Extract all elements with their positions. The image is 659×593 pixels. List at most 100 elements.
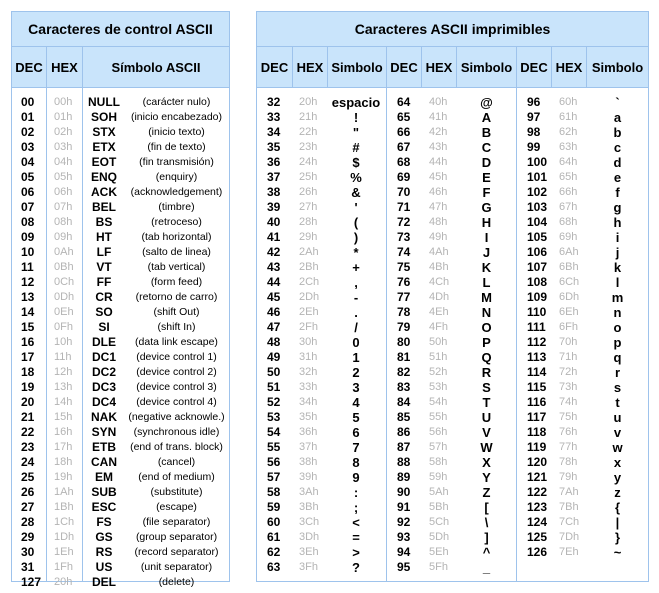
dec-cell: 65	[397, 110, 411, 124]
symbol-cell: US	[95, 560, 113, 574]
symbol-cell: (	[353, 215, 359, 230]
table-row: 30 1Eh RS (record separator)	[12, 545, 229, 560]
table-row: 86 56h V	[387, 425, 516, 440]
table-row: 37 25h%	[257, 170, 386, 185]
table-row: 74 4Ah J	[387, 245, 516, 260]
hex-cell: 38h	[299, 456, 318, 468]
dec-cell: 76	[397, 275, 411, 289]
dec-cell: 72	[397, 215, 411, 229]
symbol-cell: E	[482, 170, 491, 185]
hex-cell: 77h	[559, 441, 578, 453]
hex-cell: 3Bh	[299, 501, 319, 513]
hex-cell: 34h	[299, 396, 318, 408]
table-row: 14 0Eh SO (shift Out)	[12, 305, 229, 320]
hex-cell: 63h	[559, 141, 578, 153]
table-row: 120 78h x	[517, 455, 646, 470]
dec-cell: 122	[527, 485, 548, 499]
hex-cell: 1Dh	[54, 531, 75, 543]
table-row: 09 09h HT (tab horizontal)	[12, 230, 229, 245]
dec-cell: 10	[21, 245, 35, 259]
description-cell: (end of trans. block)	[130, 441, 223, 453]
symbol-cell: espacio	[331, 95, 381, 110]
symbol-cell: DEL	[92, 575, 116, 589]
table-row: 16 10h DLE (data link escape)	[12, 335, 229, 350]
dec-cell: 112	[527, 335, 547, 349]
table-row: 44 2Ch,	[257, 275, 386, 290]
dec-cell: 56	[267, 455, 281, 469]
hex-cell: 25h	[299, 171, 318, 183]
symbol-cell: B	[481, 125, 492, 140]
hex-cell: 7Ch	[559, 516, 580, 528]
table-row: 85 55h U	[387, 410, 516, 425]
hex-cell: 5Ch	[429, 516, 450, 528]
dec-cell: 101	[527, 170, 548, 184]
symbol-cell: SO	[95, 305, 113, 319]
symbol-cell: BEL	[92, 200, 116, 214]
group-divider	[516, 47, 517, 581]
dec-cell: 21	[21, 410, 35, 424]
symbol-cell: a	[613, 110, 622, 125]
table-row: 19 13h DC3 (device control 3)	[12, 380, 229, 395]
description-cell: (file separator)	[142, 516, 211, 528]
table-row: 39 27h '	[257, 200, 386, 215]
hex-cell: 7Dh	[559, 531, 580, 543]
dec-cell: 74	[397, 245, 411, 259]
dec-cell: 79	[397, 320, 411, 334]
table-row: 59 3Bh;	[257, 500, 386, 515]
symbol-cell: ,	[354, 275, 358, 290]
dec-cell: 111	[527, 320, 546, 334]
hex-cell: 68h	[559, 216, 578, 228]
hex-cell: 32h	[299, 366, 318, 378]
dec-cell: 94	[397, 545, 411, 559]
symbol-cell: F	[482, 185, 491, 200]
hex-cell: 4Eh	[429, 306, 449, 318]
hex-cell: 2Dh	[299, 291, 320, 303]
dec-cell: 26	[21, 485, 35, 499]
hex-cell: 70h	[559, 336, 578, 348]
hex-cell: 03h	[54, 141, 73, 153]
hex-cell: 43h	[429, 141, 448, 153]
hex-cell: 04h	[54, 156, 73, 168]
symbol-cell: NULL	[88, 95, 120, 109]
table-row: 78 4Eh N	[387, 305, 516, 320]
dec-cell: 115	[527, 380, 547, 394]
dec-cell: 64	[397, 95, 411, 109]
table-row: 28 1Ch FS (file separator)	[12, 515, 229, 530]
header-hex: HEX	[293, 47, 327, 87]
hex-cell: 0Ch	[54, 276, 75, 288]
symbol-cell: g	[613, 200, 622, 215]
table-row: 61 3Dh =	[257, 530, 386, 545]
hex-cell: 2Eh	[299, 306, 319, 318]
symbol-cell: /	[354, 320, 358, 335]
hex-cell: 45h	[429, 171, 448, 183]
symbol-cell: <	[352, 515, 360, 530]
hex-cell: 79h	[559, 471, 578, 483]
table-row: 117 75h u	[517, 410, 646, 425]
table-row: 123 7Bh {	[517, 500, 646, 515]
table-row: 83 53h S	[387, 380, 516, 395]
dec-cell: 49	[267, 350, 281, 364]
table-row: 51 33h 3	[257, 380, 386, 395]
dec-cell: 27	[21, 500, 35, 514]
table-row: 102 66h f	[517, 185, 646, 200]
symbol-cell: @	[480, 95, 493, 110]
hex-cell: 49h	[429, 231, 448, 243]
symbol-cell: SYN	[91, 425, 117, 439]
hex-cell: 71h	[559, 351, 578, 363]
table-row: 98 62h b	[517, 125, 646, 140]
hex-cell: 67h	[559, 201, 578, 213]
dec-cell: 39	[267, 200, 281, 214]
symbol-cell: D	[481, 155, 492, 170]
description-cell: (unit separator)	[140, 561, 213, 573]
dec-cell: 83	[397, 380, 411, 394]
dec-cell: 57	[267, 470, 281, 484]
hex-cell: 4Fh	[429, 321, 448, 333]
dec-cell: 33	[267, 110, 281, 124]
table-row: 65 41h A	[387, 110, 516, 125]
dec-cell: 102	[527, 185, 548, 199]
table-row: 99 63h c	[517, 140, 646, 155]
hex-cell: 1Eh	[54, 546, 74, 558]
table-row: 57 39h 9	[257, 470, 386, 485]
table-row: 84 54h T	[387, 395, 516, 410]
dec-cell: 01	[21, 110, 35, 124]
